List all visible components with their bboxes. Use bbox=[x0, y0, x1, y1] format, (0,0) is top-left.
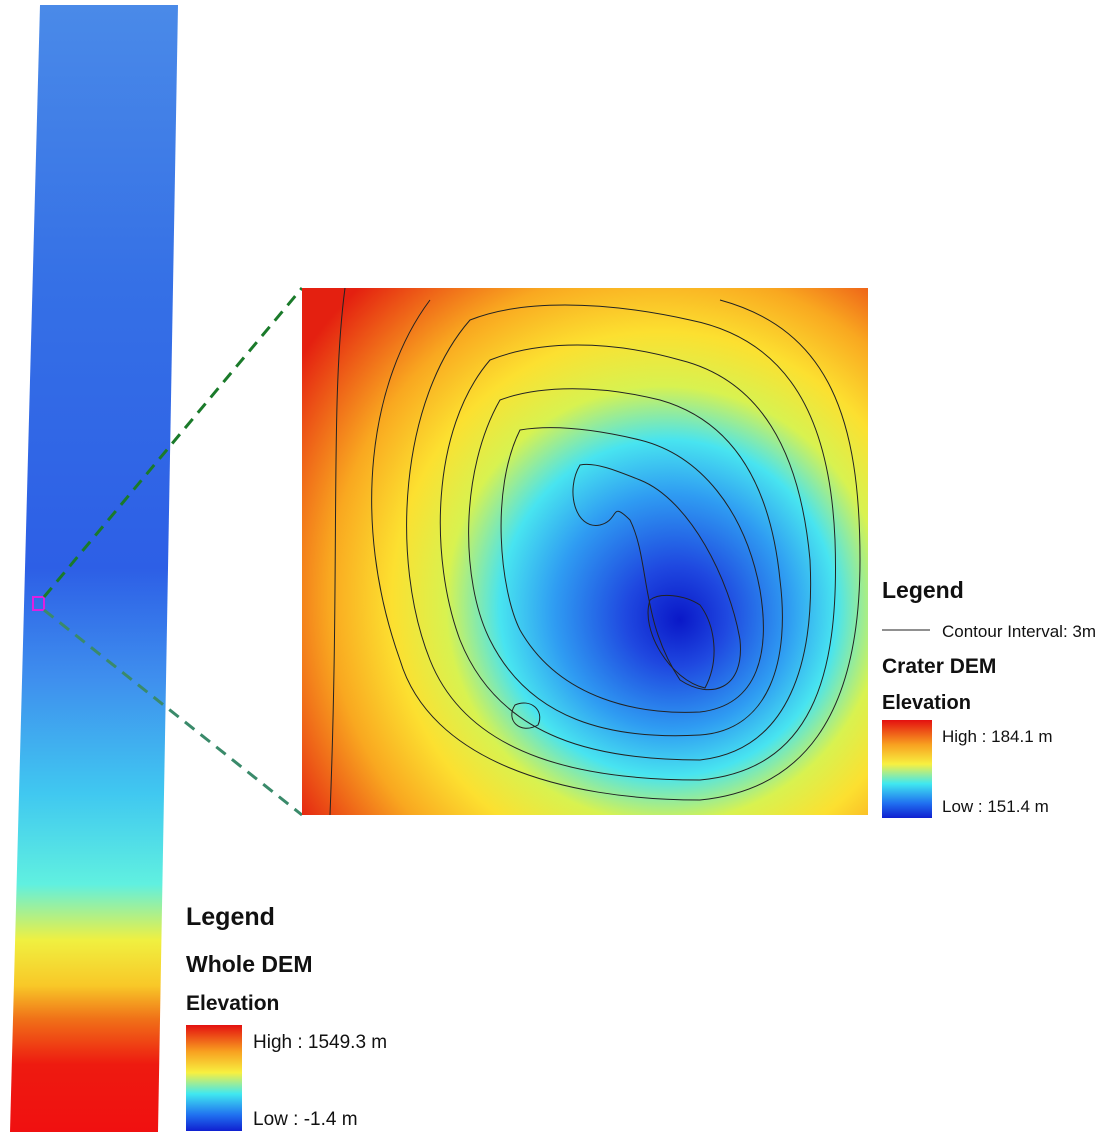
layer-name: Whole DEM bbox=[186, 951, 313, 977]
contour-label: Contour Interval: 3m bbox=[942, 622, 1096, 641]
legend-title: Legend bbox=[882, 577, 964, 603]
field-name: Elevation bbox=[882, 692, 971, 714]
color-ramp bbox=[186, 1025, 242, 1131]
legend-title: Legend bbox=[186, 903, 275, 931]
low-label: Low : 151.4 m bbox=[942, 797, 1049, 816]
figure: Legend Contour Interval: 3m Crater DEM E… bbox=[0, 0, 1119, 1135]
high-label: High : 1549.3 m bbox=[253, 1032, 387, 1053]
crater-dem bbox=[302, 288, 868, 815]
whole-dem-strip bbox=[10, 5, 178, 1132]
color-ramp bbox=[882, 720, 932, 818]
high-label: High : 184.1 m bbox=[942, 727, 1053, 746]
layer-name: Crater DEM bbox=[882, 655, 996, 678]
low-label: Low : -1.4 m bbox=[253, 1109, 358, 1130]
crater-inset bbox=[302, 288, 868, 815]
field-name: Elevation bbox=[186, 992, 279, 1015]
